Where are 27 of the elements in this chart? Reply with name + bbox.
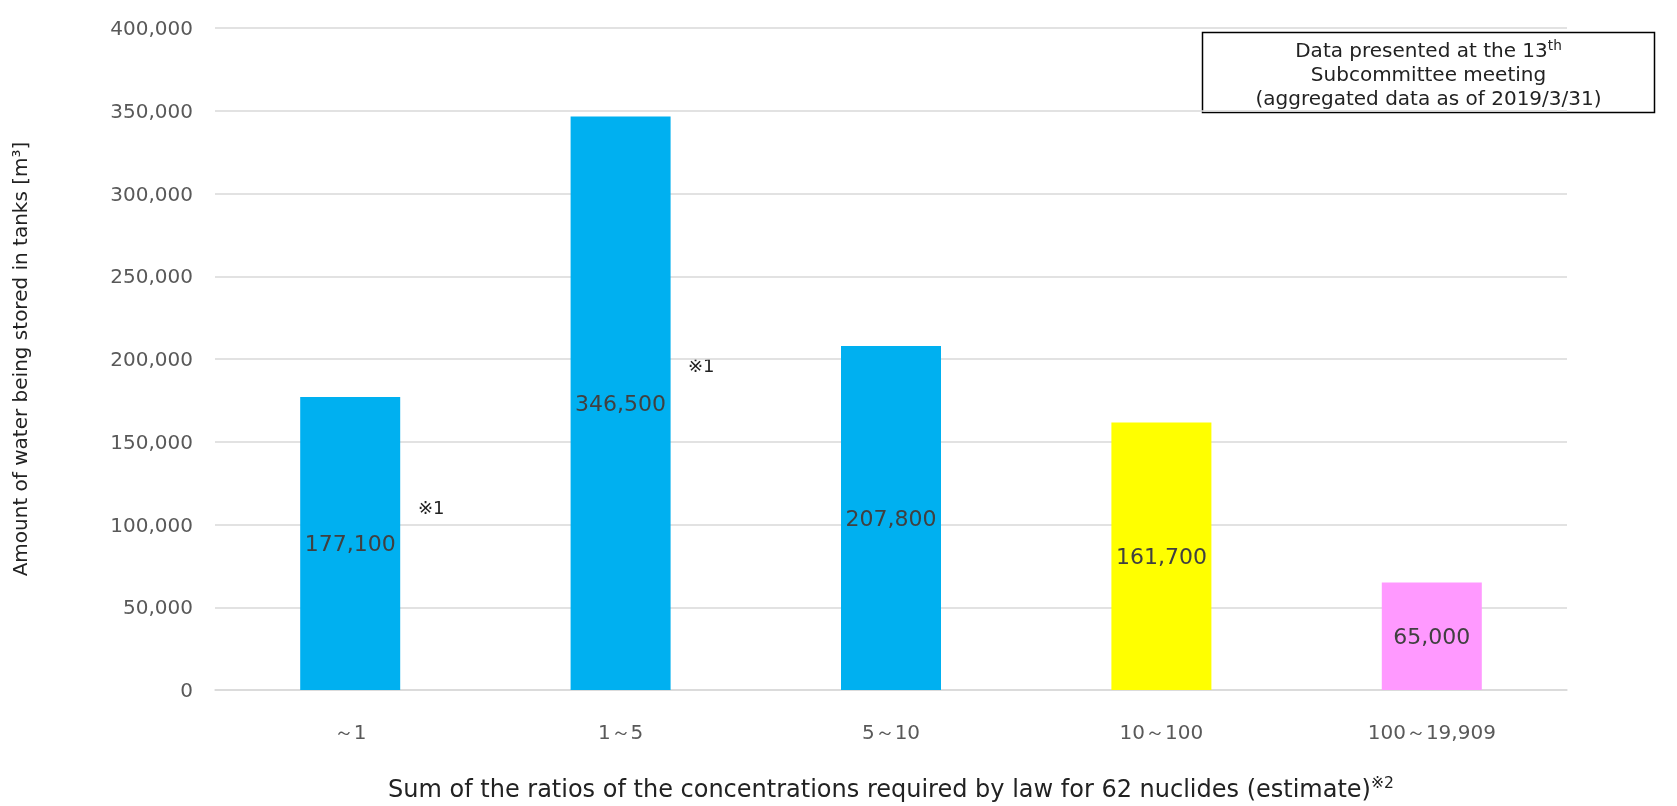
y-axis-title: Amount of water being stored in tanks [m³] (8, 141, 32, 577)
y-tick-label: 200,000 (110, 347, 193, 371)
bar (1111, 422, 1212, 690)
y-tick-label: 300,000 (110, 181, 193, 206)
data-label: 161,700 (1115, 543, 1207, 569)
bar (570, 116, 671, 690)
y-tick-label: 100,000 (110, 512, 193, 537)
y-tick-label: 350,000 (110, 98, 193, 123)
bar (1381, 582, 1482, 690)
x-tick-label: 10～100 (1119, 720, 1204, 744)
annotation: ※1 (418, 496, 445, 518)
data-label: 65,000 (1393, 623, 1471, 649)
x-tick-label: ～1 (333, 720, 367, 744)
data-label: 207,800 (845, 505, 937, 531)
data-label: 177,100 (304, 530, 396, 556)
data-label: 346,500 (575, 390, 667, 416)
y-tick-label: 50,000 (123, 595, 193, 620)
y-tick-label: 250,000 (110, 264, 193, 289)
x-tick-label: 1～5 (597, 720, 644, 744)
y-tick-label: 150,000 (110, 429, 193, 454)
bar (300, 396, 401, 690)
y-tick-label: 0 (180, 678, 193, 702)
x-tick-label: 5～10 (861, 720, 921, 744)
x-tick-label: 100～19,909 (1367, 720, 1496, 744)
y-tick-label: 400,000 (110, 16, 193, 40)
bar (841, 346, 941, 690)
annotation: ※1 (688, 354, 715, 376)
